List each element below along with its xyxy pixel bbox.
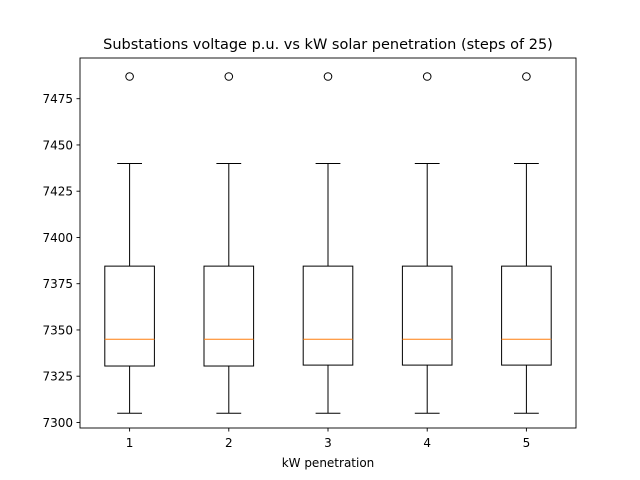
outlier-point xyxy=(522,72,531,81)
y-tick-label: 7450 xyxy=(42,138,73,152)
box-group-3 xyxy=(302,72,354,414)
box-group-1 xyxy=(104,72,155,414)
x-tick-label: 1 xyxy=(126,436,134,450)
x-tick-label: 2 xyxy=(225,436,233,450)
box-group-5 xyxy=(501,72,552,414)
outlier-point xyxy=(422,72,432,81)
y-tick-label: 7475 xyxy=(42,92,73,106)
x-axis-label: kW penetration xyxy=(282,456,375,470)
x-tick-label: 5 xyxy=(523,436,531,450)
y-tick-label: 7350 xyxy=(42,323,73,337)
chart-title: Substations voltage p.u. vs kW solar pen… xyxy=(103,37,553,53)
outlier-point xyxy=(224,72,234,81)
y-tick-label: 7300 xyxy=(42,416,73,430)
box-group-2 xyxy=(203,72,255,414)
y-tick-label: 7425 xyxy=(42,185,73,199)
outlier-point xyxy=(323,72,333,81)
y-tick-label: 7375 xyxy=(42,277,73,291)
outlier-point xyxy=(125,72,134,81)
x-tick-label: 4 xyxy=(423,436,431,450)
axes: 7300 7325 7350 7375 7400 7425 7450 7475 1 2 3 4 5 xyxy=(42,57,577,450)
box xyxy=(302,265,354,366)
y-tick-label: 7325 xyxy=(42,370,73,384)
box xyxy=(104,265,155,367)
x-tick-label: 3 xyxy=(324,436,332,450)
box xyxy=(501,265,552,366)
y-tick-label: 7400 xyxy=(42,231,73,245)
plot-marks xyxy=(104,72,552,414)
box xyxy=(401,265,453,366)
box-group-4 xyxy=(401,72,453,414)
box xyxy=(203,265,255,367)
